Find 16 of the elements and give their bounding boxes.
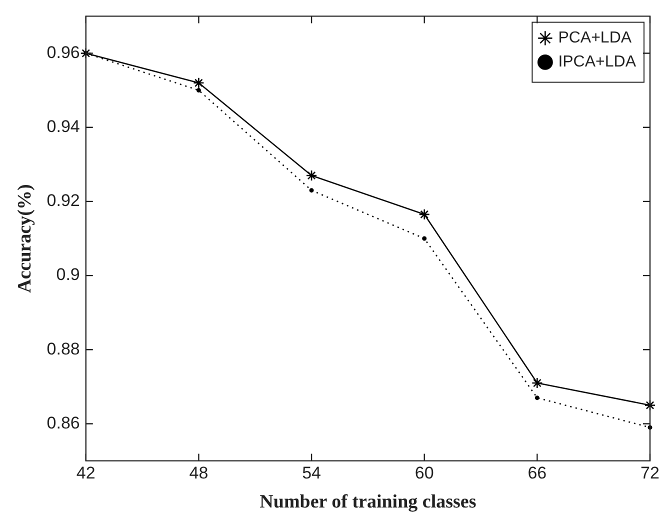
x-tick-label: 60 (414, 464, 434, 483)
y-tick-label: 0.96 (46, 42, 80, 62)
x-tick-label: 66 (528, 464, 547, 483)
x-tick-label: 54 (302, 464, 321, 483)
x-axis-title: Number of training classes (260, 492, 476, 513)
y-tick-label: 0.86 (46, 413, 80, 432)
y-axis-title: Accuracy(%) (14, 184, 36, 293)
y-tick-label: 0.92 (46, 191, 80, 210)
x-tick-label: 48 (189, 464, 208, 483)
y-tick-label: 0.9 (56, 265, 80, 284)
x-tick-label: 42 (76, 464, 96, 483)
y-tick-label: 0.88 (46, 339, 80, 358)
legend-label: IPCA+LDA (558, 54, 636, 71)
x-tick-label: 72 (640, 464, 660, 483)
legend-label: PCA+LDA (558, 30, 632, 47)
y-tick-label: 0.94 (46, 117, 80, 136)
